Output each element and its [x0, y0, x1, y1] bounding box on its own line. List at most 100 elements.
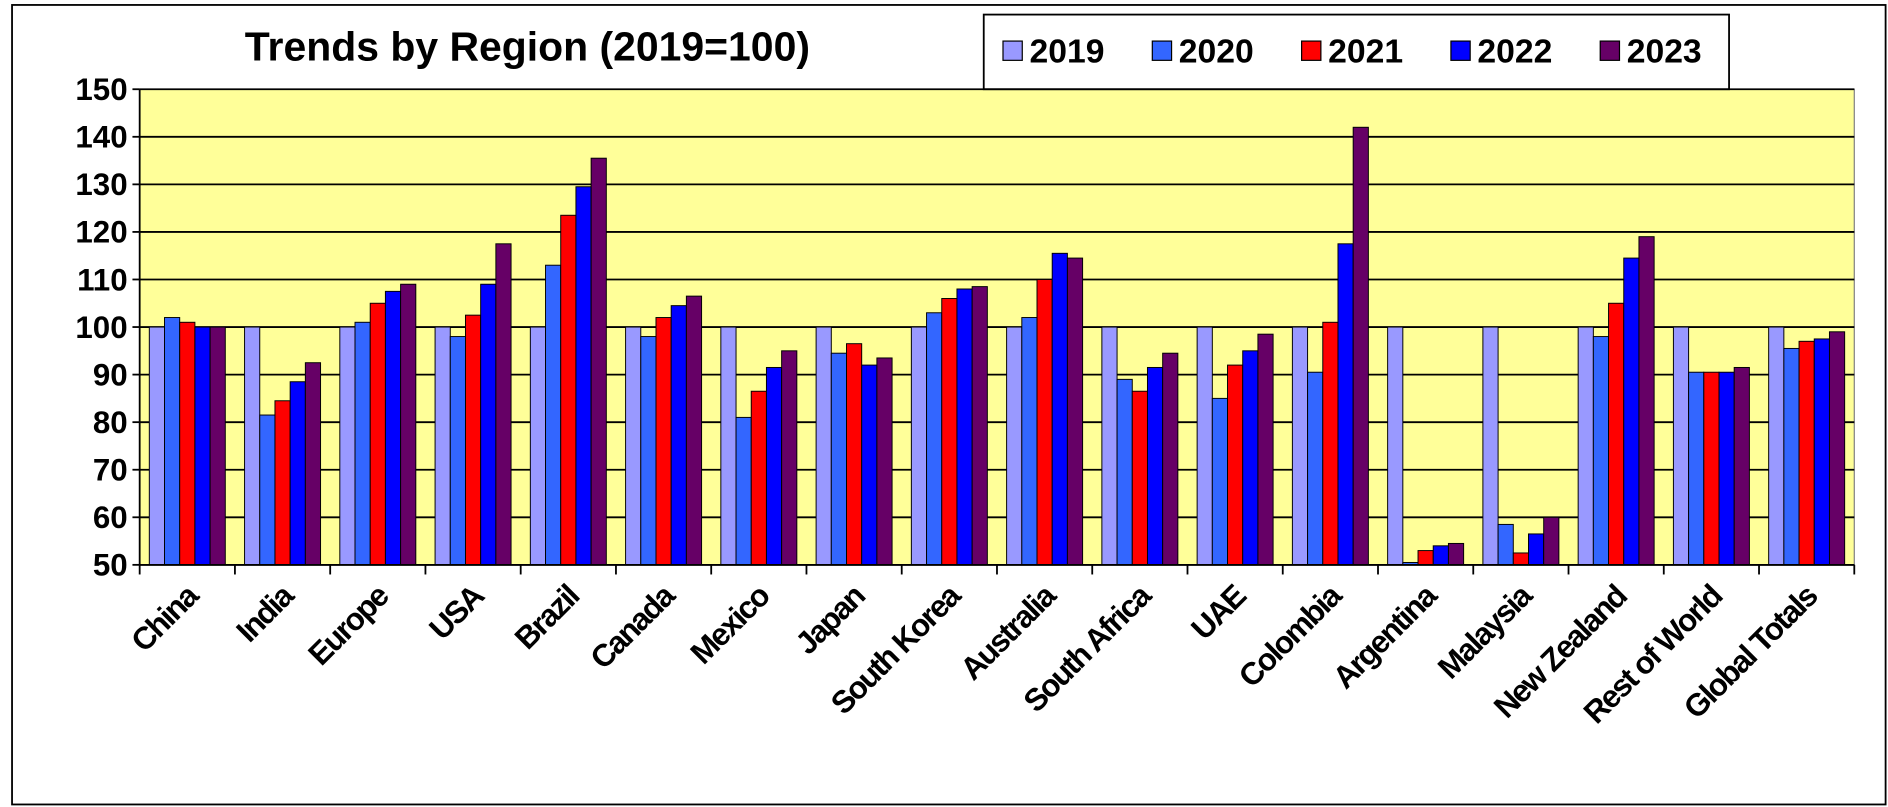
bar — [1543, 516, 1560, 566]
bar — [495, 243, 512, 566]
bar — [434, 326, 451, 566]
bar — [449, 336, 466, 566]
bar — [1322, 321, 1339, 566]
legend-label: 2022 — [1477, 33, 1552, 71]
bar — [545, 264, 562, 566]
bar — [259, 414, 276, 566]
bar — [1051, 252, 1068, 566]
bar — [1768, 326, 1785, 566]
y-tick-label: 150 — [75, 72, 127, 107]
bar — [781, 350, 798, 566]
bar — [1116, 378, 1133, 566]
bar — [1146, 366, 1164, 566]
bar — [369, 302, 386, 566]
bar — [209, 326, 226, 566]
bar — [846, 343, 863, 566]
bar — [861, 364, 878, 566]
bar — [1638, 236, 1655, 566]
y-tick-label: 50 — [93, 548, 128, 583]
bar — [560, 214, 577, 566]
bar — [148, 326, 165, 566]
bar — [971, 286, 988, 566]
bar — [1608, 302, 1625, 566]
bar — [735, 416, 752, 566]
bar — [1688, 371, 1705, 566]
bar — [685, 295, 703, 566]
legend-swatch — [1301, 40, 1322, 61]
bar — [1417, 550, 1434, 566]
bar — [384, 290, 402, 566]
bar — [1337, 243, 1354, 566]
bar — [1623, 257, 1640, 566]
y-tick-label: 110 — [77, 262, 128, 297]
bar — [640, 336, 657, 566]
bar — [194, 326, 211, 566]
legend-swatch — [1002, 40, 1023, 61]
bar — [1242, 350, 1259, 566]
bar — [1387, 326, 1404, 566]
bar — [1672, 326, 1690, 566]
legend-label: 2020 — [1179, 33, 1254, 71]
bar — [1447, 542, 1465, 566]
bar — [670, 305, 687, 566]
bar — [1432, 545, 1449, 566]
legend-swatch — [1599, 40, 1621, 61]
bar — [1733, 366, 1750, 566]
bar — [354, 321, 371, 566]
bar — [625, 326, 642, 566]
bar — [1257, 333, 1274, 566]
bar — [244, 326, 261, 566]
bar — [1211, 397, 1229, 566]
bar — [400, 283, 417, 566]
bar — [1036, 278, 1053, 566]
bar — [1131, 390, 1148, 566]
bar — [164, 317, 181, 566]
y-tick-label: 70 — [93, 453, 128, 488]
legend-swatch — [1151, 40, 1173, 61]
legend-label: 2021 — [1328, 33, 1403, 71]
bar — [876, 357, 893, 566]
y-tick-label: 90 — [93, 357, 128, 392]
bar — [339, 326, 356, 566]
bar — [179, 321, 196, 566]
y-tick-label: 80 — [93, 405, 128, 440]
y-tick-label: 140 — [75, 120, 127, 155]
bar — [1291, 326, 1309, 566]
bar — [1006, 326, 1023, 566]
bar — [1813, 338, 1830, 566]
bar — [1703, 371, 1720, 566]
bar — [289, 381, 306, 566]
bar — [590, 157, 607, 566]
bar — [1066, 257, 1084, 566]
bar — [1718, 371, 1735, 566]
bar — [1592, 336, 1610, 566]
y-tick-label: 100 — [75, 310, 127, 345]
bar — [830, 352, 847, 566]
bar — [575, 186, 592, 566]
bar — [1162, 352, 1179, 566]
legend-label: 2023 — [1627, 33, 1702, 71]
bar — [720, 326, 737, 566]
bar — [815, 326, 832, 566]
bar — [1101, 326, 1118, 566]
bar — [655, 317, 672, 566]
bar — [926, 312, 943, 566]
bar — [1828, 331, 1846, 566]
bar — [750, 390, 767, 566]
bar — [1307, 371, 1324, 566]
bar — [1528, 533, 1545, 566]
bar — [1352, 126, 1369, 566]
bar — [941, 298, 958, 566]
bar — [480, 283, 497, 566]
y-tick-label: 120 — [75, 215, 127, 250]
bar — [1798, 340, 1815, 566]
legend-swatch — [1450, 40, 1471, 61]
bar — [1497, 523, 1514, 566]
bar — [1783, 347, 1800, 566]
bar — [529, 326, 547, 566]
bar — [274, 400, 291, 566]
bar — [910, 326, 928, 566]
bar — [1196, 326, 1213, 566]
bar — [1482, 326, 1499, 566]
